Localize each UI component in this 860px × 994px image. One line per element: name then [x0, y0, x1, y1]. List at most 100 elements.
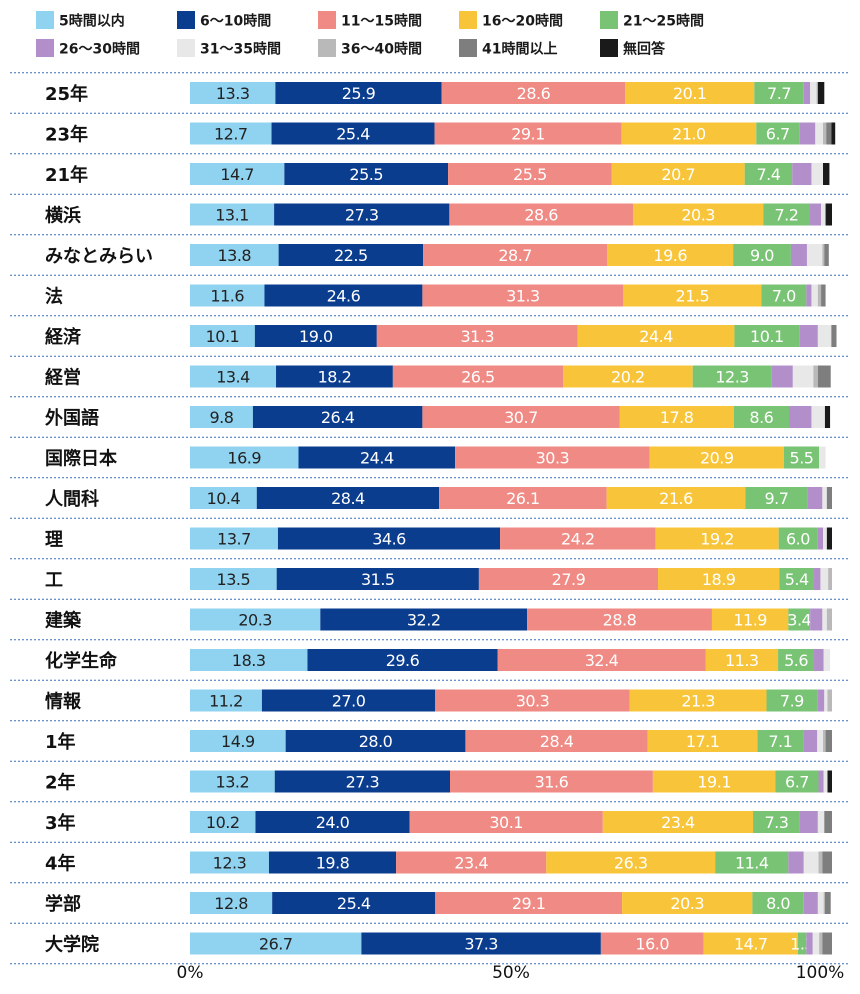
data-label: 5.6: [784, 651, 808, 670]
data-label: 27.3: [345, 206, 379, 225]
bar-segment: [629, 689, 767, 712]
data-label: 27.9: [552, 570, 586, 589]
data-label: 23.4: [661, 813, 695, 832]
data-label: 28.6: [517, 84, 551, 103]
bar-segment: [190, 82, 276, 104]
data-label: 8.6: [749, 408, 773, 427]
data-label: 18.3: [232, 651, 266, 670]
data-label: 23.4: [454, 854, 488, 873]
data-label: 30.1: [489, 813, 523, 832]
data-label: 31.3: [506, 287, 540, 306]
data-label: 13.4: [216, 368, 250, 387]
bar-segment: [261, 689, 436, 712]
bar-row: 情報 11.2 27.0 30.3 21.3 7.9: [45, 689, 832, 713]
data-label: 7.4: [756, 165, 780, 184]
bar-segment: [775, 770, 819, 793]
data-label: 32.4: [585, 651, 619, 670]
category-label: 1年: [45, 731, 76, 753]
data-label: 11.4: [735, 854, 769, 873]
data-label: 13.3: [216, 84, 250, 103]
bar-segment: [190, 487, 257, 509]
x-tick-label: 50%: [492, 963, 530, 983]
legend: 5時間以内 6〜10時間 11〜15時間 16〜20時間 21〜25時間 26〜30時間 3…: [36, 11, 704, 58]
bar-segment: [790, 244, 807, 266]
data-label: 14.9: [221, 732, 255, 751]
legend-label: 無回答: [623, 41, 666, 58]
data-label: 24.2: [561, 530, 595, 549]
bar-segment: [409, 811, 603, 833]
data-label: 14.7: [220, 165, 254, 184]
data-label: 11.6: [210, 287, 244, 306]
bar-segment: [822, 932, 832, 955]
data-label: 30.3: [516, 692, 550, 711]
bar-segment: [277, 527, 501, 550]
category-label: 横浜: [45, 205, 81, 227]
data-label: 17.8: [660, 408, 694, 427]
data-label: 7.3: [764, 813, 788, 832]
bar-segment: [824, 811, 832, 833]
data-label: 28.8: [603, 611, 637, 630]
bar-segment: [705, 649, 779, 671]
data-label: 20.3: [681, 206, 715, 225]
bar-segment: [826, 487, 832, 509]
bar-segment: [190, 892, 273, 914]
bar-segment: [799, 122, 816, 145]
category-label: 化学生命: [45, 650, 118, 672]
legend-item: 11〜15時間: [318, 11, 422, 30]
bar-segment: [817, 365, 831, 388]
bar-segment: [822, 851, 832, 874]
bar-segment: [823, 527, 827, 550]
bar-segment: [619, 406, 734, 428]
data-label: 28.6: [524, 206, 558, 225]
bar-row: みなとみらい 13.8 22.5 28.7 19.6 9.0: [45, 244, 829, 267]
bar-segment: [190, 244, 279, 266]
legend-swatch: [177, 11, 195, 29]
bar-row: 3年 10.2 24.0 30.1 23.4 7.3: [45, 811, 832, 834]
bar-segment: [826, 527, 832, 550]
bar-segment: [823, 892, 825, 914]
data-label: 34.6: [372, 530, 406, 549]
bar-segment: [817, 892, 824, 914]
data-label: 6.0: [786, 530, 810, 549]
legend-swatch: [36, 39, 54, 57]
bar-segment: [254, 325, 377, 347]
x-tick-label: 100%: [796, 963, 845, 983]
data-label: 5.5: [790, 449, 814, 468]
bar-segment: [264, 284, 423, 307]
data-label: 7.7: [767, 84, 791, 103]
legend-label: 11〜15時間: [341, 13, 422, 30]
bar-segment: [819, 446, 826, 469]
legend-swatch: [459, 39, 477, 57]
category-label: 経済: [45, 326, 82, 348]
data-label: 11.3: [725, 651, 759, 670]
data-label: 25.5: [349, 165, 383, 184]
bar-segment: [823, 770, 828, 793]
bar-segment: [190, 284, 265, 307]
bar-segment: [825, 203, 832, 226]
bar-segment: [600, 932, 704, 955]
bar-segment: [320, 608, 528, 631]
data-label: 37.3: [464, 935, 498, 954]
bar-segment: [817, 689, 825, 712]
bar-row: 人間科 10.4 28.4 26.1 21.6 9.7: [45, 487, 832, 510]
data-label: 26.5: [461, 368, 495, 387]
bar-segment: [788, 406, 812, 428]
bar-segment: [285, 730, 466, 752]
bar-row: 法 11.6 24.6 31.3 21.5 7.0: [45, 284, 826, 308]
data-label: 9.8: [209, 408, 233, 427]
legend-label: 26〜30時間: [59, 41, 140, 58]
bar-segment: [271, 122, 435, 145]
bar-segment: [810, 82, 817, 104]
bar-segment: [623, 284, 762, 307]
bar-segment: [783, 446, 820, 469]
bar-segment: [799, 325, 818, 347]
bar-row: 理 13.7 34.6 24.2 19.2 6.0: [45, 527, 832, 551]
category-label: 学部: [45, 893, 81, 915]
bar-segment: [563, 365, 693, 388]
bar-segment: [757, 730, 804, 752]
rows: 25年 13.3 25.9 28.6 20.1 7.7 23年 12.7 25.4 29.1 21.…: [10, 72, 850, 965]
data-label: 19.0: [299, 327, 333, 346]
data-label: 28.7: [498, 246, 532, 265]
bar-segment: [813, 365, 818, 388]
